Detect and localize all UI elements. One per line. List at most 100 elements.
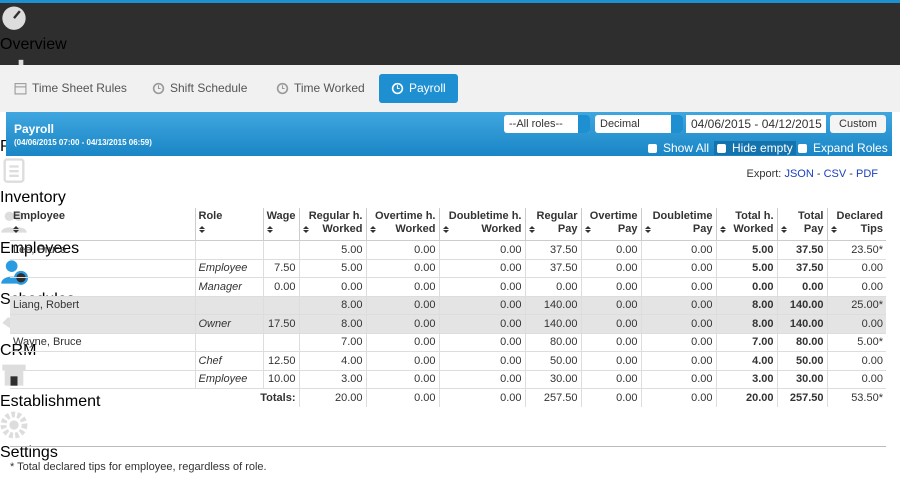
table-cell: 140.00 [525, 314, 582, 334]
divider [10, 446, 886, 447]
icon [14, 83, 27, 95]
table-cell: Employee [195, 370, 264, 389]
table-cell: 5.00 [716, 259, 778, 278]
table-cell: 140.00 [777, 314, 828, 334]
column-header[interactable]: Doubletime h. Worked [439, 208, 526, 241]
custom-button[interactable]: Custom [830, 115, 886, 133]
table-row: Wayne, Bruce 7.00 0.00 0.00 80.00 0.00 0.00 7.0… [10, 333, 886, 352]
header-line: Pay [584, 223, 638, 236]
table-cell: 0.00 [641, 296, 717, 315]
checkbox[interactable]: Hide empty [714, 141, 796, 155]
column-header[interactable]: Total h. Worked [716, 208, 778, 241]
header-line: Worked [369, 223, 436, 236]
table-cell: 0.00 [641, 351, 717, 371]
format-select[interactable]: Decimal [595, 115, 683, 133]
column-header[interactable]: Overtime h. Worked [366, 208, 440, 241]
icon [276, 82, 289, 95]
table-cell: 5.00 [716, 240, 778, 260]
export-link[interactable]: CSV [823, 168, 847, 180]
table-cell: 5.00* [827, 333, 886, 352]
header-line: Pay [780, 223, 824, 236]
table-cell: 0.00 [439, 240, 526, 260]
table-cell: 0.00 [641, 314, 717, 334]
tab[interactable]: Shift Schedule [140, 74, 259, 103]
table-cell: 0.00 [366, 296, 440, 315]
column-header[interactable]: Overtime Pay [581, 208, 642, 241]
table-cell: 0.00 [581, 259, 642, 278]
tab[interactable]: Time Sheet Rules [2, 74, 139, 103]
export-link[interactable]: PDF [856, 168, 878, 180]
header-text: Pay [617, 223, 638, 235]
column-header[interactable]: Regular h. Worked [299, 208, 367, 241]
icon [3, 158, 25, 183]
format-value: Decimal [600, 118, 640, 130]
table-cell: 0.00 [439, 333, 526, 352]
table-cell [195, 296, 264, 315]
checkbox[interactable]: Expand Roles [798, 141, 888, 155]
table-cell: 37.50 [525, 259, 582, 278]
tab-label: Time Sheet Rules [32, 81, 127, 95]
table-cell: 0.00 [263, 277, 300, 297]
header-text: Regular h. [308, 210, 363, 222]
nav-item[interactable]: Settings [0, 411, 900, 462]
header-line: Tips [830, 223, 883, 236]
column-header[interactable]: Doubletime Pay [641, 208, 717, 241]
table-row: Manager 0.00 0.00 0.00 0.00 0.00 0.00 0.00 0.00 0… [10, 277, 886, 297]
tab[interactable]: Time Worked [264, 74, 377, 103]
header-text: Regular [536, 210, 578, 222]
roles-value: --All roles-- [509, 118, 563, 130]
separator: - [849, 168, 853, 180]
table-cell: 0.00 [641, 388, 717, 407]
header-text: Doubletime h. [448, 210, 522, 222]
table-cell [263, 240, 300, 260]
column-header[interactable]: Employee [10, 208, 196, 241]
table-cell: Employee [195, 259, 264, 278]
column-header[interactable]: Wage [263, 208, 300, 241]
header-line: Pay [528, 223, 578, 236]
roles-select[interactable]: --All roles-- [504, 115, 590, 133]
table-cell: 0.00 [439, 259, 526, 278]
export-link[interactable]: JSON [784, 168, 814, 180]
table-cell: 80.00 [525, 333, 582, 352]
table-cell [263, 296, 300, 315]
table-cell: 140.00 [525, 296, 582, 315]
column-header[interactable]: Role [195, 208, 264, 241]
panel-subtitle: (04/06/2015 07:00 - 04/13/2015 06:59) [14, 138, 152, 147]
export-links: Export: JSON - CSV - PDF [747, 168, 878, 180]
totals-row: Totals: 20.00 0.00 0.00 257.50 0.00 0.00 20.00 2… [10, 388, 886, 407]
table-row: Liang, Robert 8.00 0.00 0.00 140.00 0.00 0.00 8… [10, 296, 886, 315]
table-cell: Owner [195, 314, 264, 334]
table-cell: 0.00 [716, 277, 778, 297]
table-cell: 0.00 [581, 333, 642, 352]
table-row: Owner 17.50 8.00 0.00 0.00 140.00 0.00 0.00 8.00… [10, 314, 886, 334]
table-cell: 0.00 [581, 314, 642, 334]
table-cell [195, 240, 264, 260]
nav-item[interactable]: Inventory [0, 156, 900, 207]
checkbox[interactable]: Show All [648, 141, 709, 155]
separator: - [816, 168, 821, 180]
table-cell: 0.00 [439, 388, 526, 407]
table-row: Employee 7.50 5.00 0.00 0.00 37.50 0.00 0.00 5.0… [10, 259, 886, 278]
table-cell: 0.00 [641, 277, 717, 297]
table-cell: 0.00 [366, 259, 440, 278]
table-cell [10, 314, 196, 334]
nav-item[interactable]: Overview [0, 3, 900, 54]
tab[interactable]: Payroll [379, 74, 458, 103]
column-header[interactable]: Regular Pay [525, 208, 582, 241]
table-cell: 23.50* [827, 240, 886, 260]
header-text: Doubletime [652, 210, 713, 222]
nav-label: Overview [0, 36, 67, 53]
table-cell: 257.50 [525, 388, 582, 407]
date-range[interactable]: 04/06/2015 - 04/12/2015 [686, 115, 826, 133]
column-header[interactable]: Declared Tips [827, 208, 886, 241]
table-cell: 20.00 [299, 388, 367, 407]
table-cell: 0.00 [366, 370, 440, 389]
table-cell: Wayne, Bruce [10, 333, 196, 352]
table-cell [10, 351, 196, 371]
table-cell: 0.00 [641, 240, 717, 260]
table-cell: 80.00 [777, 333, 828, 352]
column-header[interactable]: Total Pay [777, 208, 828, 241]
header-text: Total h. [735, 210, 774, 222]
header-text: Worked [322, 223, 363, 235]
